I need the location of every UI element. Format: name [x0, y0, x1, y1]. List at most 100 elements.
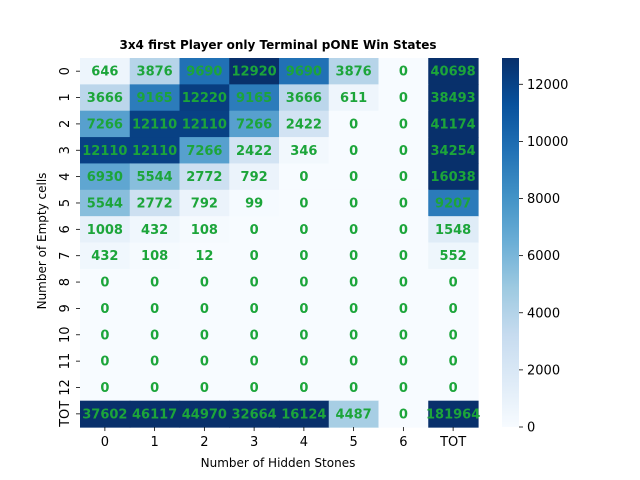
heatmap-cell	[80, 137, 131, 165]
cell-value-label: 0	[299, 223, 308, 238]
heatmap-cell	[229, 216, 280, 244]
y-tick-label: 3	[58, 146, 73, 154]
cell-value-label: 9207	[435, 196, 471, 211]
heatmap-cell	[179, 84, 230, 112]
cell-value-label: 108	[191, 223, 218, 238]
y-tick-label: 1	[58, 93, 73, 101]
heatmap-cell	[428, 400, 479, 428]
cell-value-label: 0	[349, 196, 358, 211]
cell-value-label: 0	[299, 249, 308, 264]
heatmap-cell	[229, 110, 280, 138]
heatmap-cell	[129, 295, 181, 323]
cell-value-label: 0	[299, 276, 308, 291]
heatmap-cell	[279, 321, 330, 349]
x-tick-label: 2	[200, 435, 208, 450]
colorbar-tick-label: 4000	[527, 306, 560, 321]
heatmap-cell	[328, 58, 380, 85]
cell-value-label: 552	[440, 249, 467, 264]
x-tick-label: 1	[150, 435, 158, 450]
heatmap-cell	[279, 163, 330, 191]
heatmap-cell	[428, 137, 479, 165]
cell-value-label: 2422	[236, 144, 272, 159]
cell-value-label: 0	[200, 381, 209, 396]
heatmap-cell	[279, 137, 330, 165]
heatmap-cell	[428, 347, 479, 375]
cell-value-label: 0	[250, 355, 259, 370]
heatmap-cell	[179, 400, 230, 428]
cell-value-label: 2772	[137, 196, 173, 211]
heatmap-cell	[428, 295, 479, 323]
cell-value-label: 108	[141, 249, 168, 264]
cell-value-label: 0	[399, 407, 408, 422]
heatmap-cell	[328, 347, 380, 375]
cell-value-label: 0	[150, 328, 159, 343]
cell-value-label: 46117	[132, 407, 177, 422]
heatmap-cell	[80, 110, 131, 138]
heatmap-cells	[80, 58, 479, 428]
x-tick-label: 3	[250, 435, 258, 450]
heatmap-cell	[328, 84, 380, 112]
cell-value-label: 0	[299, 302, 308, 317]
y-tick-label: 4	[58, 172, 73, 180]
cell-value-label: 3666	[87, 91, 123, 106]
y-tick-label: 0	[58, 67, 73, 75]
heatmap-cell	[229, 242, 280, 270]
cell-value-label: 0	[349, 302, 358, 317]
heatmap-cell	[378, 295, 429, 323]
colorbar-tick-label: 10000	[527, 135, 568, 150]
cell-value-label: 0	[250, 381, 259, 396]
cell-value-label: 12	[195, 249, 213, 264]
heatmap-cell	[179, 189, 230, 217]
cell-value-label: 1008	[87, 223, 123, 238]
cell-value-label: 32664	[232, 407, 277, 422]
heatmap-cell	[129, 137, 181, 165]
cell-value-label: 0	[100, 381, 109, 396]
cell-value-label: 432	[141, 223, 168, 238]
cell-value-label: 0	[449, 302, 458, 317]
heatmap-cell	[179, 163, 230, 191]
heatmap-cell	[328, 110, 380, 138]
chart-title: 3x4 first Player only Terminal pONE Win …	[119, 38, 436, 52]
heatmap-cell	[378, 321, 429, 349]
heatmap-cell	[279, 295, 330, 323]
cell-value-label: 0	[399, 276, 408, 291]
cell-value-label: 2422	[286, 117, 322, 132]
cell-value-label: 0	[299, 196, 308, 211]
cell-value-label: 646	[91, 65, 118, 80]
cell-value-label: 37602	[82, 407, 127, 422]
colorbar-tick-label: 2000	[527, 363, 560, 378]
cell-value-label: 9690	[286, 65, 322, 80]
heatmap-cell	[80, 189, 131, 217]
heatmap-cell	[80, 347, 131, 375]
x-axis: 0 1 2 3 4 5 6 TOT	[101, 427, 466, 450]
cell-value-label: 1548	[435, 223, 471, 238]
cell-value-label: 5544	[87, 196, 123, 211]
cell-value-label: 34254	[431, 144, 476, 159]
cell-value-label: 0	[250, 249, 259, 264]
heatmap-cell	[328, 163, 380, 191]
heatmap-cell	[428, 110, 479, 138]
heatmap-cell	[129, 189, 181, 217]
cell-value-label: 611	[340, 91, 367, 106]
cell-value-label: 0	[299, 170, 308, 185]
cell-value-label: 0	[100, 276, 109, 291]
heatmap-cell	[129, 321, 181, 349]
cell-value-label: 0	[100, 328, 109, 343]
heatmap-cell	[428, 374, 479, 402]
cell-value-label: 0	[250, 223, 259, 238]
colorbar-tick-label: 6000	[527, 249, 560, 264]
cell-value-label: 0	[349, 223, 358, 238]
cell-value-label: 0	[399, 196, 408, 211]
cell-value-label: 0	[349, 381, 358, 396]
cell-value-label: 12110	[132, 144, 177, 159]
cell-value-label: 0	[250, 328, 259, 343]
cell-value-label: 5544	[137, 170, 173, 185]
cell-value-label: 0	[399, 302, 408, 317]
heatmap-cell	[428, 242, 479, 270]
heatmap-cell	[229, 347, 280, 375]
cell-value-label: 0	[399, 249, 408, 264]
cell-value-label: 0	[250, 302, 259, 317]
cell-value-label: 9690	[186, 65, 222, 80]
cell-value-label: 16124	[281, 407, 326, 422]
